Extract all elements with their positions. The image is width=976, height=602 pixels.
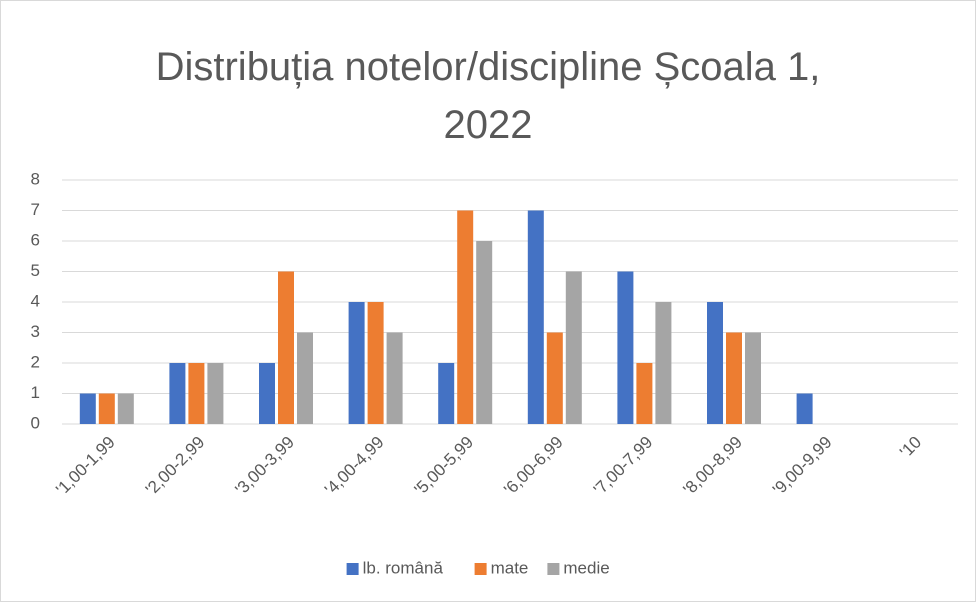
legend-label: mate	[491, 558, 529, 577]
y-tick-label: 0	[31, 413, 40, 432]
bar	[207, 363, 224, 424]
y-tick-label: 3	[31, 322, 40, 341]
y-tick-label: 4	[31, 291, 40, 310]
y-tick-label: 2	[31, 352, 40, 371]
legend-swatch	[346, 563, 359, 575]
bar	[726, 332, 742, 424]
bar	[297, 332, 313, 424]
bar	[367, 302, 384, 424]
bar	[169, 363, 186, 424]
bar	[348, 302, 365, 424]
bar	[707, 302, 723, 424]
bar	[386, 332, 403, 424]
chart-title: Distribuția notelor/discipline Școala 1,…	[155, 45, 821, 147]
y-tick-label: 1	[31, 383, 40, 402]
bar	[565, 271, 582, 424]
y-tick-label: 6	[31, 230, 40, 249]
bar	[438, 363, 455, 424]
bar	[636, 363, 653, 424]
bar	[745, 332, 761, 424]
bar	[117, 393, 134, 424]
legend-swatch	[474, 563, 487, 575]
bar	[655, 302, 672, 424]
bar	[796, 393, 813, 424]
legend-label: lb. română	[363, 558, 444, 577]
bar	[98, 393, 115, 424]
y-tick-label: 7	[31, 200, 40, 219]
bar	[259, 363, 275, 424]
bar	[527, 210, 544, 424]
legend-swatch	[547, 563, 560, 575]
bar	[188, 363, 205, 424]
bar	[617, 271, 634, 424]
bar	[476, 241, 493, 424]
bar	[79, 393, 96, 424]
bar	[278, 271, 294, 424]
y-tick-label: 8	[31, 169, 40, 188]
bar	[457, 210, 474, 424]
legend-label: medie	[563, 558, 609, 577]
y-tick-label: 5	[31, 261, 40, 280]
bar	[546, 332, 563, 424]
